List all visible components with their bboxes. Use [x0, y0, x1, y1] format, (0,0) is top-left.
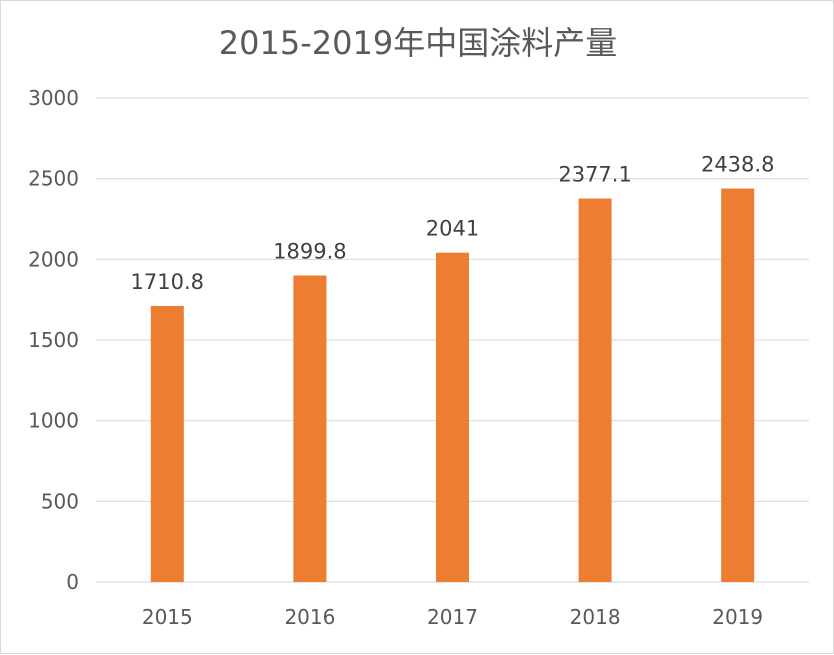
bar-2016: [293, 275, 327, 582]
data-label-2015: 1710.8: [131, 270, 204, 294]
bar-2018: [578, 198, 612, 582]
data-label-2019: 2438.8: [701, 153, 774, 177]
bar-2019: [721, 188, 755, 582]
y-tick-label: 500: [41, 489, 79, 513]
data-label-2016: 1899.8: [273, 239, 346, 263]
x-tick-label: 2016: [284, 605, 335, 629]
y-tick-label: 0: [66, 570, 79, 594]
y-tick-label: 2000: [28, 247, 79, 271]
y-axis-tick-labels: 0 500 1000 1500 2000 2500 3000: [28, 86, 79, 594]
data-label-2018: 2377.1: [558, 162, 631, 186]
x-tick-label: 2019: [712, 605, 763, 629]
bars: [150, 188, 755, 582]
bar-2015: [150, 305, 184, 582]
bar-2017: [436, 252, 469, 582]
y-tick-label: 3000: [28, 86, 79, 110]
x-tick-label: 2015: [142, 605, 193, 629]
y-tick-label: 1500: [28, 328, 79, 352]
x-tick-label: 2018: [570, 605, 621, 629]
chart-title: 2015-2019年中国涂料产量: [219, 24, 617, 62]
x-tick-label: 2017: [427, 605, 478, 629]
x-axis-tick-labels: 2015 2016 2017 2018 2019: [142, 605, 763, 629]
data-labels: 1710.8 1899.8 2041 2377.1 2438.8: [131, 153, 775, 294]
data-label-2017: 2041: [426, 217, 479, 241]
y-tick-label: 1000: [28, 409, 79, 433]
y-tick-label: 2500: [28, 167, 79, 191]
